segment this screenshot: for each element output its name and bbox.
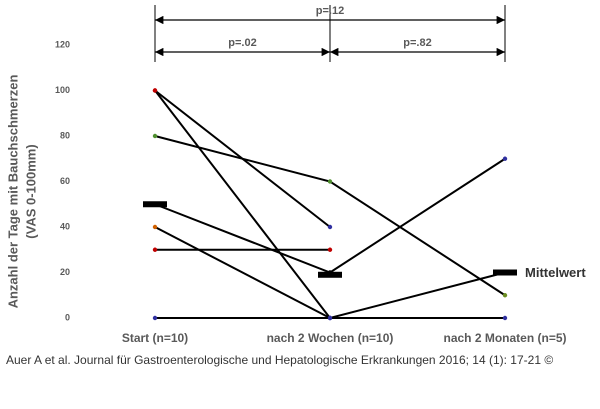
y-tick-label: 120 xyxy=(55,39,70,49)
y-tick-label: 40 xyxy=(60,221,70,231)
mean-label: Mittelwert xyxy=(525,265,586,280)
point xyxy=(152,133,158,139)
point xyxy=(327,179,333,184)
source: Auer A et al. Journal für Gastroenterolo… xyxy=(6,353,553,367)
p-value: p=.82 xyxy=(403,37,431,49)
y-tick-label: 80 xyxy=(60,130,70,140)
patient-line xyxy=(154,157,506,274)
point xyxy=(502,315,508,321)
y-axis-label: (VAS 0-100mm) xyxy=(23,144,38,238)
mean-marker xyxy=(318,271,342,278)
point xyxy=(327,224,333,230)
point xyxy=(152,315,158,321)
patient-line xyxy=(154,89,506,320)
point xyxy=(327,247,333,252)
y-tick-label: 0 xyxy=(65,312,70,322)
point xyxy=(152,247,158,252)
y-tick-label: 100 xyxy=(55,85,70,95)
x-tick-label: nach 2 Wochen (n=10) xyxy=(267,331,394,345)
y-tick-label: 20 xyxy=(60,267,70,277)
p-value: p=.02 xyxy=(228,37,256,49)
mean-marker xyxy=(493,269,517,276)
p-value: p=.12 xyxy=(316,5,344,17)
y-tick-label: 60 xyxy=(60,176,70,186)
point xyxy=(327,315,333,321)
x-tick-label: nach 2 Monaten (n=5) xyxy=(443,331,566,345)
point xyxy=(502,156,508,161)
patient-line xyxy=(154,226,331,319)
point xyxy=(502,293,508,298)
x-tick-label: Start (n=10) xyxy=(122,331,188,345)
point xyxy=(152,88,158,93)
point xyxy=(152,224,158,230)
mean-marker xyxy=(143,201,167,208)
y-axis-label: Anzahl der Tage mit Bauchschmerzen xyxy=(5,75,20,309)
